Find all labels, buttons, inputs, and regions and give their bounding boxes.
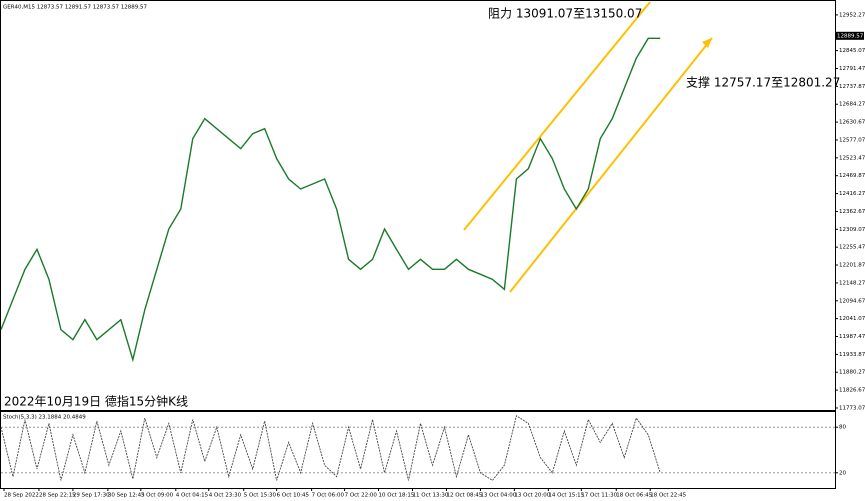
y-tick-label: 12416.27 [839,191,865,197]
y-tick-label: 80 [839,425,846,431]
y-tick-label: 11987.47 [839,334,865,340]
stoch-title: Stoch(5,3,3) 23.1884 20.4849 [3,415,86,421]
x-tick-label: 5 Oct 15:30 [244,493,277,499]
x-tick-label: 7 Oct 22:00 [345,493,378,499]
y-tick-label: 12791.47 [839,66,865,72]
main-frame [0,0,836,411]
x-tick-label: 10 Oct 18:15 [379,493,415,499]
x-tick-label: 13 Oct 04:00 [480,493,516,499]
x-tick-label: 30 Sep 12:45 [108,493,145,499]
y-tick-label: 12469.87 [839,173,865,179]
y-tick-label: 12630.67 [839,120,865,126]
y-tick-label: 12094.67 [839,298,865,304]
price-tag [835,31,864,40]
resistance-line [463,1,651,231]
chart-title: GER40,M15 12873.57 12891.57 12873.57 128… [3,5,148,11]
y-tick-label: 12952.27 [839,12,865,18]
series-line [0,415,661,481]
x-tick-label: 6 Oct 10:45 [277,493,310,499]
x-tick-label: 28 Sep 22:15 [39,493,76,499]
annotation: 支撑 12757.17至12801.27 [686,75,840,90]
x-tick-label: 18 Oct 22:45 [650,493,686,499]
stoch-frame [0,411,836,489]
x-tick-label: 17 Oct 11:30 [581,493,617,499]
x-tick-label: 14 Oct 15:15 [548,493,584,499]
y-tick-label: 11773.07 [839,405,865,411]
x-tick-label: 13 Oct 20:00 [514,493,550,499]
x-tick-label: 18 Oct 06:45 [616,493,652,499]
x-tick-label: 28 Sep 2022 [4,493,39,499]
y-tick-label: 20 [839,470,846,476]
arrow-head [702,38,712,48]
y-tick-label: 12041.07 [839,316,865,322]
y-tick-label: 12362.67 [839,209,865,215]
y-tick-label: 12148.27 [839,280,865,286]
series-line [0,37,661,363]
price-tag-label: 12889.57 [837,33,864,39]
y-tick-label: 12255.47 [839,245,865,251]
x-tick-label: 29 Sep 17:30 [73,493,110,499]
y-tick-label: 12309.07 [839,227,865,233]
y-tick-label: 12845.07 [839,48,865,54]
x-tick-label: 7 Oct 06:00 [312,493,345,499]
y-tick-label: 12201.87 [839,263,865,269]
y-tick-label: 12737.87 [839,84,865,90]
x-tick-label: 4 Oct 23:30 [209,493,242,499]
y-tick-label: 12523.47 [839,155,865,161]
x-tick-label: 3 Oct 09:00 [141,493,174,499]
annotation: 2022年10月19日 德指15分钟K线 [4,394,188,409]
y-tick-label: 11880.27 [839,370,865,376]
y-tick-label: 11826.67 [839,388,865,394]
x-tick-label: 12 Oct 08:45 [446,493,482,499]
y-tick-label: 11933.87 [839,352,865,358]
y-tick-label: 12684.27 [839,102,865,108]
x-tick-label: 11 Oct 13:30 [413,493,449,499]
x-tick-label: 4 Oct 04:15 [176,493,209,499]
support-line [509,37,713,293]
y-tick-label: 12577.07 [839,137,865,143]
annotation: 阻力 13091.07至13150.07 [488,7,642,21]
